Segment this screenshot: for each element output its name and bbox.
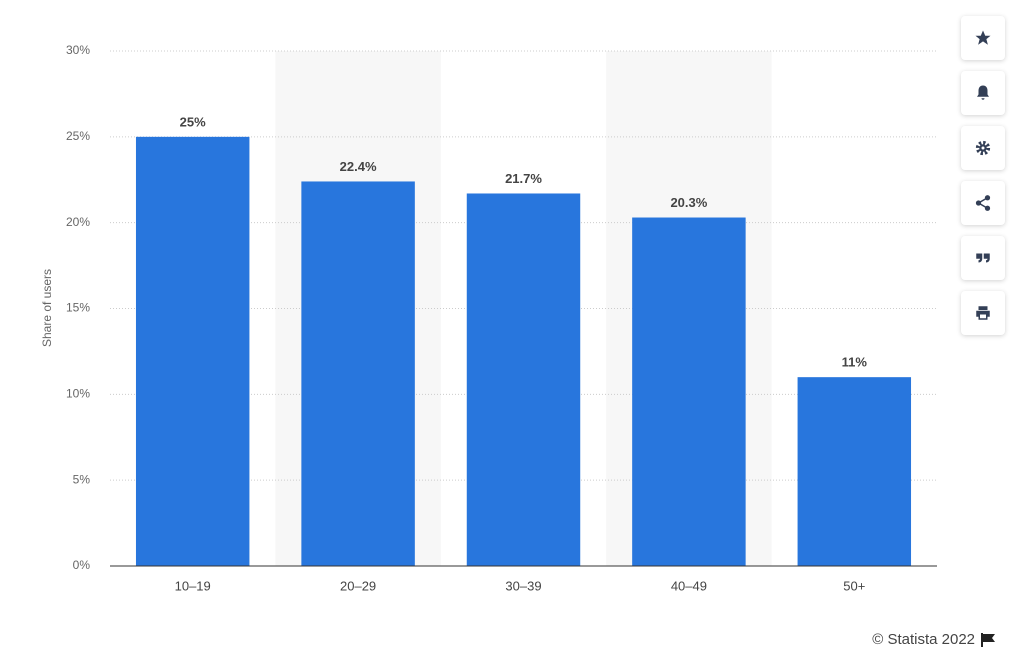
- x-tick-label: 20–29: [340, 578, 376, 593]
- x-tick-label: 40–49: [671, 578, 707, 593]
- value-label: 20.3%: [670, 195, 707, 210]
- value-label: 22.4%: [340, 159, 377, 174]
- cite-button[interactable]: [961, 236, 1005, 280]
- favorite-button[interactable]: [961, 16, 1005, 60]
- bar: [632, 217, 746, 566]
- y-tick-label: 0%: [73, 558, 91, 572]
- y-tick-label: 30%: [66, 43, 90, 57]
- notification-button[interactable]: [961, 71, 1005, 115]
- share-button[interactable]: [961, 181, 1005, 225]
- print-button[interactable]: [961, 291, 1005, 335]
- bar: [135, 136, 250, 567]
- bar: [301, 181, 415, 566]
- x-tick-label: 10–19: [175, 578, 211, 593]
- y-axis-label: Share of users: [40, 269, 54, 347]
- y-tick-label: 5%: [73, 472, 91, 486]
- flag-icon[interactable]: [981, 633, 995, 647]
- source[interactable]: © Statista 2022: [872, 631, 975, 648]
- x-tick-label: 50+: [843, 578, 865, 593]
- y-tick-label: 15%: [66, 301, 90, 315]
- y-tick-label: 25%: [66, 129, 90, 143]
- y-tick-label: 10%: [66, 387, 90, 401]
- value-label: 21.7%: [505, 171, 542, 186]
- value-label: 11%: [842, 355, 868, 370]
- y-tick-label: 20%: [66, 215, 90, 229]
- value-label: 25%: [180, 114, 206, 129]
- settings-button[interactable]: [961, 126, 1005, 170]
- bar: [797, 377, 912, 566]
- bar: [466, 193, 581, 566]
- x-tick-label: 30–39: [505, 578, 541, 593]
